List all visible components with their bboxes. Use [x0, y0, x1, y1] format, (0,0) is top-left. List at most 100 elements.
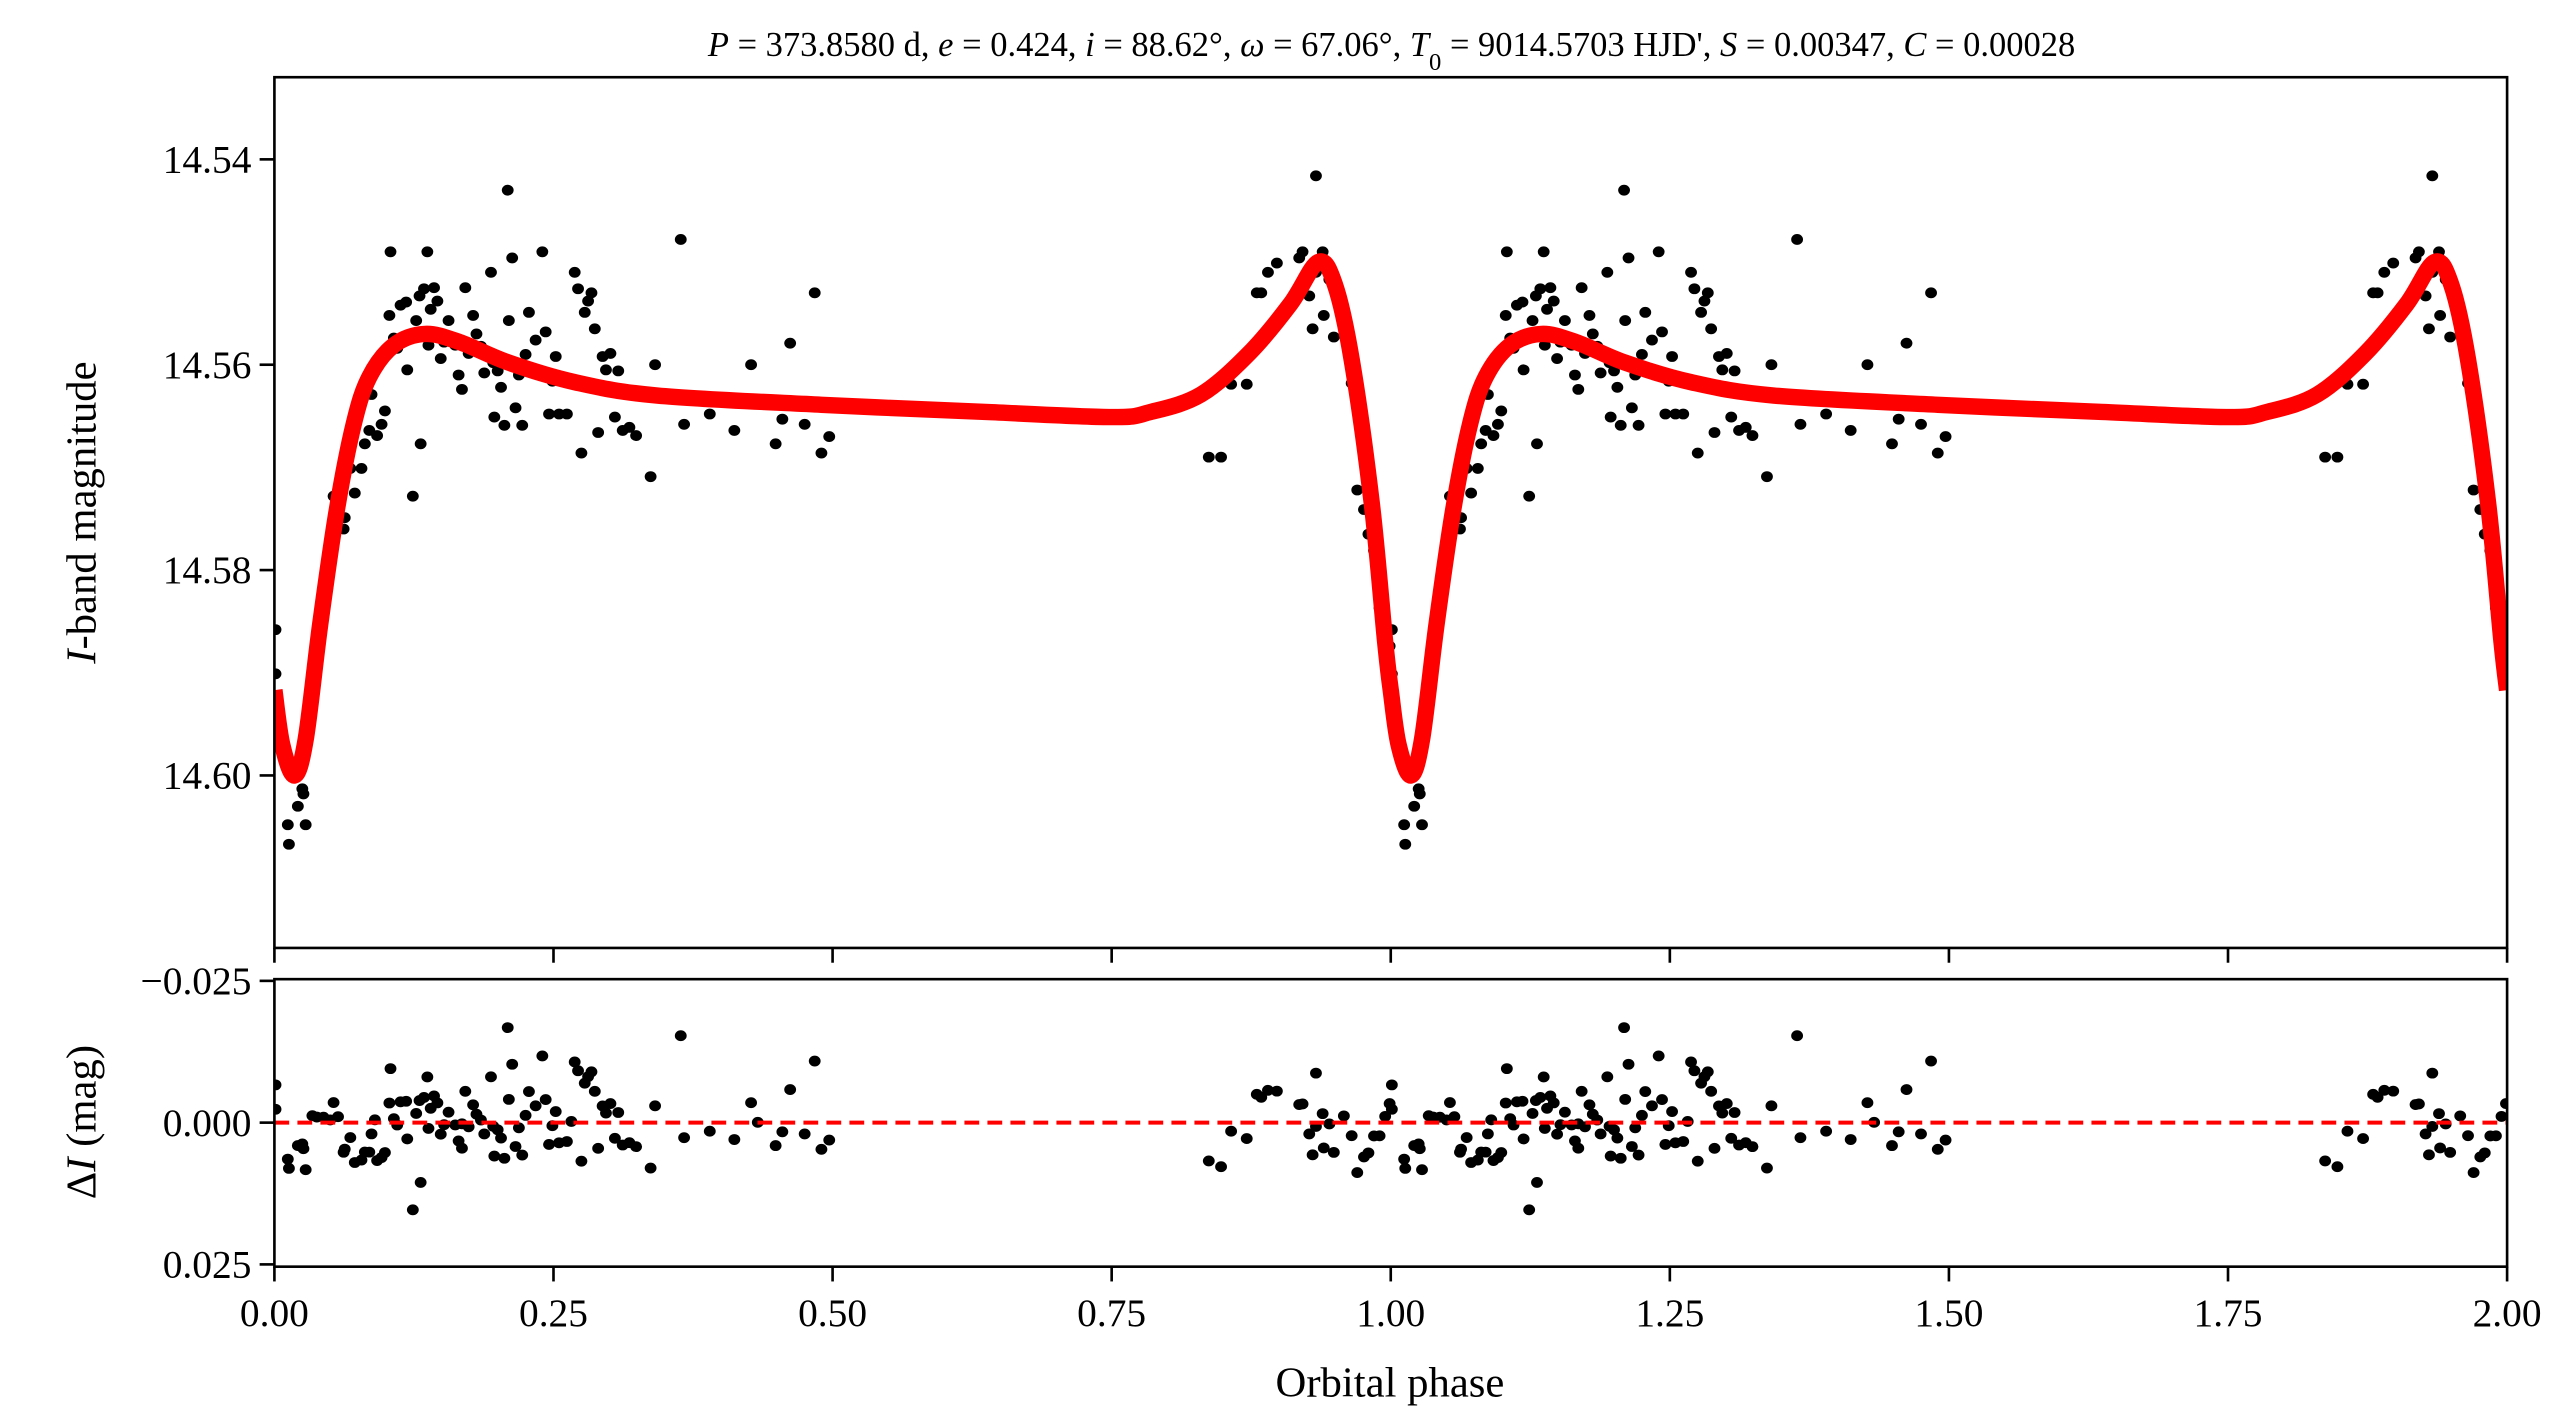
residual-point — [332, 1111, 344, 1123]
residual-point — [363, 1146, 376, 1158]
data-point — [575, 447, 588, 459]
observation-points — [274, 170, 2508, 850]
data-point — [612, 365, 625, 377]
residual-point — [1572, 1142, 1585, 1154]
data-point — [274, 668, 282, 680]
data-point — [470, 328, 483, 340]
residual-point — [1481, 1128, 1494, 1140]
residual-point — [485, 1071, 497, 1083]
data-point — [674, 234, 687, 245]
data-point — [1547, 295, 1560, 307]
data-point — [421, 246, 434, 258]
residual-point — [776, 1126, 789, 1138]
residual-point — [506, 1058, 519, 1070]
data-point — [823, 431, 836, 443]
residual-point — [1385, 1079, 1398, 1091]
residual-point — [281, 1153, 294, 1165]
residual-point — [401, 1133, 414, 1145]
data-point — [1416, 819, 1428, 831]
residual-point — [467, 1099, 480, 1111]
data-point — [1492, 418, 1504, 430]
data-point — [495, 381, 507, 393]
data-point — [585, 287, 598, 299]
residual-point — [1413, 1143, 1426, 1155]
data-point — [384, 246, 397, 258]
data-point — [1900, 337, 1913, 349]
data-point — [604, 348, 617, 359]
residual-point — [491, 1124, 504, 1136]
data-point — [1622, 252, 1635, 264]
residual-point — [1652, 1050, 1665, 1062]
data-point — [509, 402, 522, 414]
residual-point — [1448, 1111, 1461, 1123]
residual-point — [543, 1138, 555, 1150]
residual-point — [1677, 1136, 1690, 1147]
residual-point — [2433, 1108, 2445, 1120]
data-point — [459, 282, 472, 294]
data-point — [592, 427, 605, 438]
residual-point — [1915, 1128, 1927, 1140]
data-point — [2444, 331, 2457, 343]
residual-point — [572, 1065, 584, 1077]
data-point — [2357, 378, 2370, 390]
data-point — [582, 295, 595, 307]
residual-point — [422, 1123, 435, 1134]
residual-points — [274, 1022, 2508, 1216]
data-point — [1551, 353, 1564, 364]
residual-point — [2387, 1085, 2400, 1097]
data-point — [2331, 451, 2344, 463]
data-point — [1255, 287, 1268, 299]
residual-point — [456, 1142, 468, 1154]
data-point — [769, 438, 782, 450]
residual-point — [421, 1071, 434, 1083]
y-axis-label-magnitude: I-band magnitude — [58, 361, 105, 664]
residual-point — [1534, 1092, 1547, 1103]
residual-point — [2500, 1098, 2508, 1109]
data-point — [1666, 351, 1678, 362]
data-point — [1701, 287, 1714, 299]
residual-point — [523, 1086, 535, 1097]
data-point — [578, 306, 591, 318]
residual-point — [495, 1132, 507, 1144]
data-point — [1844, 425, 1857, 436]
residual-point — [1716, 1107, 1729, 1119]
data-point — [1487, 430, 1500, 441]
data-point — [1639, 306, 1652, 318]
residual-point — [379, 1147, 391, 1158]
residual-point — [442, 1106, 455, 1118]
data-point — [274, 624, 282, 636]
data-point — [568, 266, 581, 278]
residual-point — [1611, 1132, 1624, 1144]
data-point — [1688, 283, 1701, 295]
residual-point — [459, 1085, 472, 1097]
residual-point — [1746, 1141, 1759, 1153]
data-point — [1739, 421, 1752, 433]
data-point — [644, 471, 657, 483]
y-tick-label: −0.025 — [141, 959, 252, 1003]
residual-point — [502, 1093, 515, 1105]
residual-point — [1925, 1055, 1937, 1067]
data-point — [1677, 408, 1690, 420]
data-point — [358, 438, 371, 450]
data-point — [1691, 447, 1704, 459]
residual-point — [1594, 1128, 1607, 1140]
data-point — [299, 819, 312, 831]
data-point — [1636, 349, 1648, 360]
data-point — [1537, 246, 1550, 258]
x-axis-label: Orbital phase — [1275, 1359, 1504, 1406]
data-point — [1240, 378, 1253, 390]
residual-point — [568, 1056, 581, 1068]
residual-point — [1625, 1141, 1638, 1152]
x-tick-label: 0.25 — [519, 1291, 588, 1335]
data-point — [1656, 326, 1668, 338]
residual-point — [1583, 1099, 1596, 1111]
residual-point — [2331, 1161, 2344, 1173]
data-point — [1685, 266, 1697, 278]
residual-point — [1296, 1098, 1309, 1110]
residual-point — [575, 1155, 588, 1167]
data-point — [414, 438, 427, 450]
x-tick-label: 2.00 — [2473, 1291, 2542, 1335]
data-point — [2426, 170, 2439, 182]
residual-point — [1373, 1130, 1386, 1142]
data-point — [485, 266, 497, 278]
